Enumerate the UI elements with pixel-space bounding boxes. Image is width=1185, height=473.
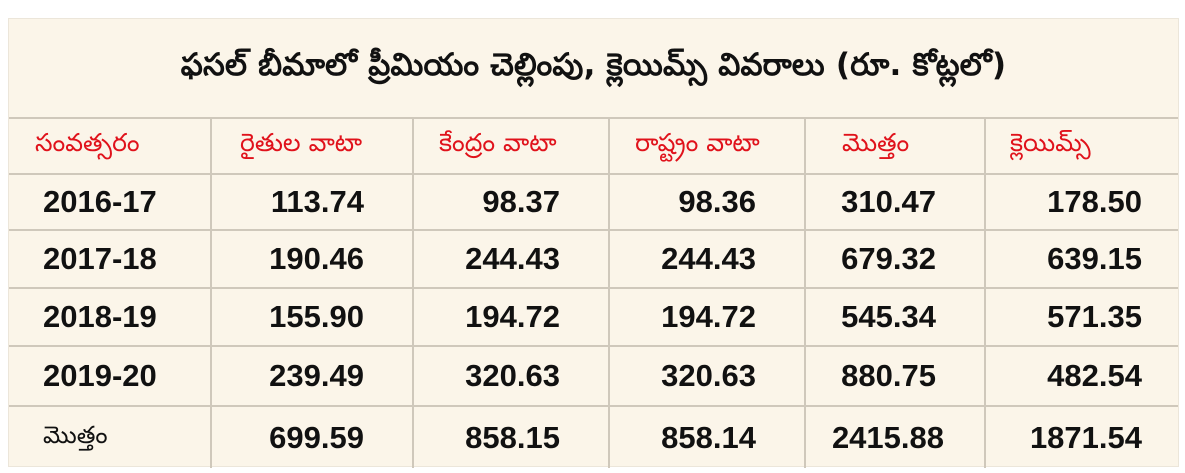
table-title: ఫసల్ బీమాలో ప్రీమియం చెల్లింపు, క్లెయిమ్… <box>180 46 1007 83</box>
header-claims: క్లెయిమ్స్ <box>1010 128 1091 157</box>
cell-centre-share-total: 858.15 <box>465 419 560 455</box>
cell-state-share: 194.72 <box>661 299 756 334</box>
cell-year: 2018-19 <box>43 299 157 334</box>
rule-row-4 <box>9 405 1178 407</box>
cell-state-share-total: 858.14 <box>661 419 756 455</box>
table-row: 2017-18 190.46 244.43 244.43 679.32 639.… <box>9 231 1178 287</box>
table-row: 2018-19 155.90 194.72 194.72 545.34 571.… <box>9 289 1178 345</box>
cell-centre-share: 320.63 <box>465 358 560 393</box>
column-divider-5 <box>984 117 986 468</box>
column-divider-2 <box>412 117 414 468</box>
header-farmers-share: రైతుల వాటా <box>240 128 363 157</box>
column-divider-3 <box>608 117 610 468</box>
cell-grand-total: 2415.88 <box>831 419 944 455</box>
table-card: ఫసల్ బీమాలో ప్రీమియం చెల్లింపు, క్లెయిమ్… <box>8 18 1179 468</box>
cell-total: 679.32 <box>841 241 936 276</box>
header-year: సంవత్సరం <box>35 128 140 157</box>
cell-claims: 639.15 <box>1047 241 1142 276</box>
cell-claims: 482.54 <box>1047 358 1142 393</box>
cell-year: 2019-20 <box>43 358 157 393</box>
table-total-row: మొత్తం 699.59 858.15 858.14 2415.88 1871… <box>9 407 1178 468</box>
cell-centre-share: 244.43 <box>465 241 560 276</box>
cell-state-share: 98.36 <box>678 184 756 219</box>
rule-header <box>9 173 1178 175</box>
table-row: 2016-17 113.74 98.37 98.36 310.47 178.50 <box>9 175 1178 229</box>
cell-farmers-share: 239.49 <box>269 358 364 393</box>
cell-year: 2017-18 <box>43 241 157 276</box>
table-row: 2019-20 239.49 320.63 320.63 880.75 482.… <box>9 347 1178 405</box>
header-state-share: రాష్ట్రం వాటా <box>635 128 760 157</box>
column-divider-1 <box>210 117 212 468</box>
cell-total-label: మొత్తం <box>43 420 108 449</box>
rule-top <box>9 117 1178 119</box>
rule-row-1 <box>9 229 1178 231</box>
header-total: మొత్తం <box>842 128 910 157</box>
cell-farmers-share: 190.46 <box>269 241 364 276</box>
header-centre-share: కేంద్రం వాటా <box>439 128 557 157</box>
cell-centre-share: 194.72 <box>465 299 560 334</box>
premium-claims-table: సంవత్సరం రైతుల వాటా కేంద్రం వాటా రాష్ట్ర… <box>9 117 1178 468</box>
cell-state-share: 320.63 <box>661 358 756 393</box>
cell-total: 310.47 <box>841 184 936 219</box>
cell-farmers-share-total: 699.59 <box>269 419 364 455</box>
cell-centre-share: 98.37 <box>482 184 560 219</box>
cell-year: 2016-17 <box>43 184 157 219</box>
cell-claims-total: 1871.54 <box>1029 419 1142 455</box>
cell-farmers-share: 155.90 <box>269 299 364 334</box>
column-divider-4 <box>804 117 806 468</box>
table-header-row: సంవత్సరం రైతుల వాటా కేంద్రం వాటా రాష్ట్ర… <box>9 119 1178 173</box>
cell-claims: 571.35 <box>1047 299 1142 334</box>
cell-total: 880.75 <box>841 358 936 393</box>
rule-row-2 <box>9 287 1178 289</box>
cell-claims: 178.50 <box>1047 184 1142 219</box>
cell-total: 545.34 <box>841 299 936 334</box>
rule-row-3 <box>9 345 1178 347</box>
cell-state-share: 244.43 <box>661 241 756 276</box>
cell-farmers-share: 113.74 <box>270 184 364 219</box>
